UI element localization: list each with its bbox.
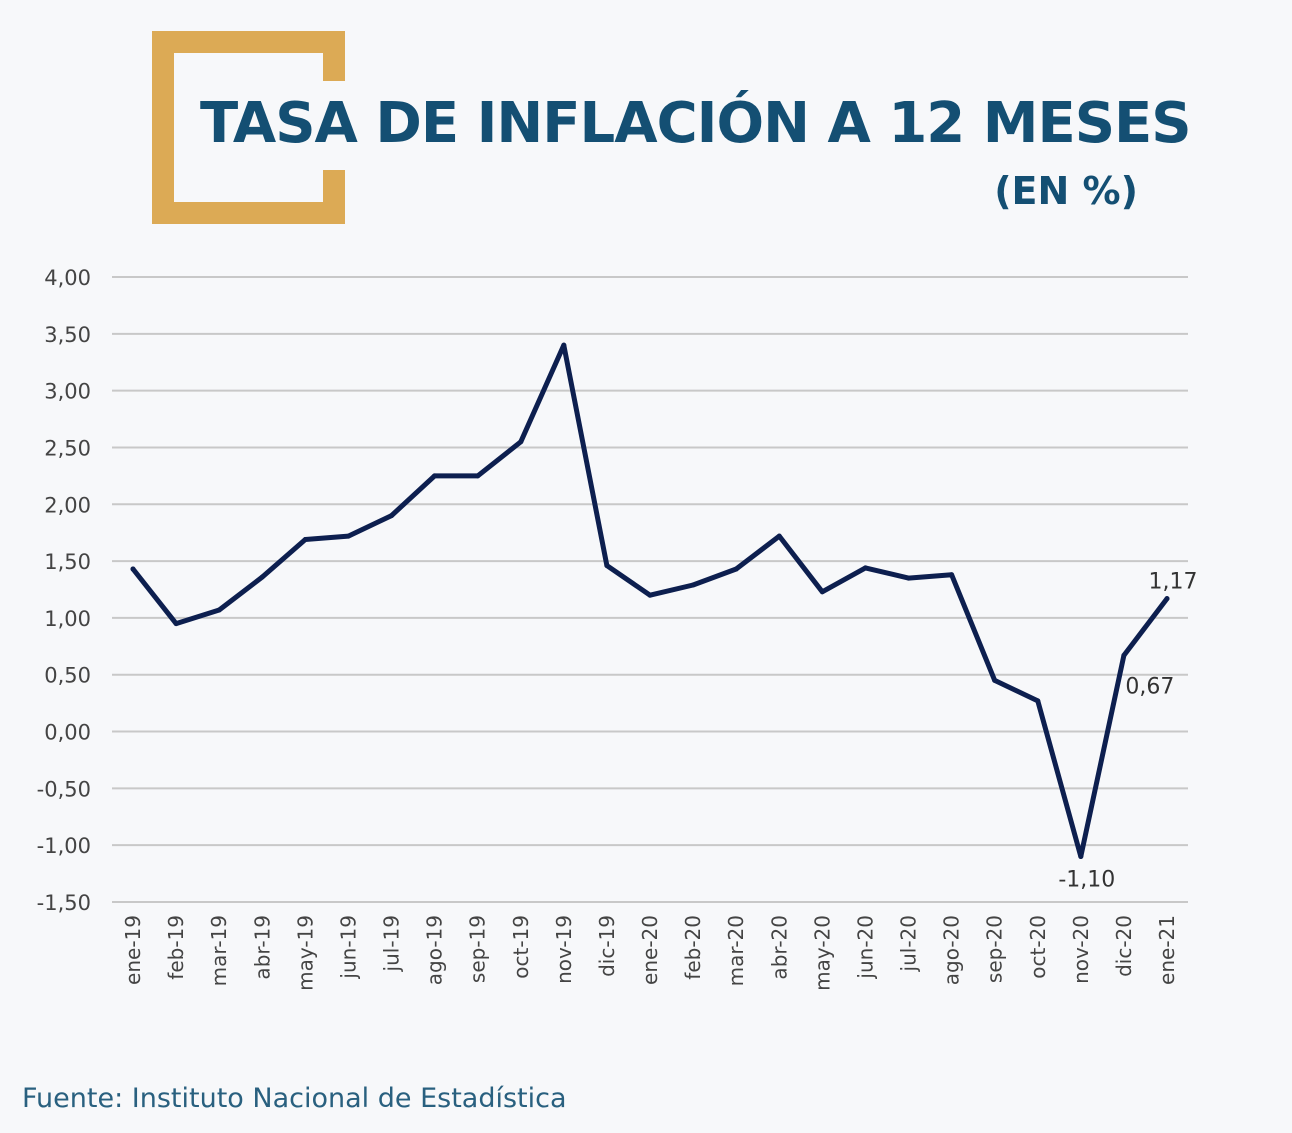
x-tick-label: jun-19	[336, 915, 360, 980]
data-point	[776, 533, 782, 539]
data-point	[992, 677, 998, 683]
page-subtitle: (EN %)	[994, 169, 1138, 213]
source-note: Fuente: Instituto Nacional de Estadístic…	[22, 1083, 567, 1114]
x-tick-label: may-19	[293, 915, 317, 991]
data-point	[389, 513, 394, 519]
x-tick-label: feb-19	[164, 915, 188, 980]
data-point	[862, 565, 868, 571]
x-tick-label: sep-19	[466, 915, 490, 983]
y-tick-label: -0,50	[37, 777, 91, 801]
data-point	[604, 563, 610, 569]
y-tick-label: 2,00	[44, 493, 91, 517]
x-axis-ticks: ene-19 feb-19 mar-19 abr-19 may-19 jun-19 jul-…	[121, 915, 1179, 991]
x-tick-label: ene-19	[121, 915, 145, 985]
x-tick-label: ago-19	[423, 915, 447, 985]
y-tick-label: 1,50	[44, 550, 91, 574]
x-tick-label: ene-21	[1155, 915, 1179, 985]
x-tick-label: sep-20	[983, 915, 1007, 983]
series-layer	[130, 342, 1170, 860]
data-point	[647, 592, 653, 598]
data-point	[475, 473, 481, 479]
x-tick-label: abr-20	[767, 915, 791, 980]
data-point	[561, 342, 567, 348]
x-tick-label: mar-19	[207, 915, 231, 986]
data-point	[690, 582, 696, 588]
x-tick-label: abr-19	[250, 915, 274, 980]
x-tick-label: nov-19	[552, 915, 576, 984]
y-tick-label: 0,00	[44, 721, 91, 745]
y-tick-label: 3,00	[44, 380, 91, 404]
data-label: -1,10	[1058, 868, 1115, 893]
data-point	[906, 575, 911, 581]
x-tick-label: may-20	[810, 915, 834, 991]
x-tick-label: oct-20	[1026, 915, 1050, 979]
x-tick-label: nov-20	[1069, 915, 1093, 984]
x-tick-label: jun-20	[853, 915, 877, 980]
data-point	[819, 589, 825, 595]
data-label: 0,67	[1125, 674, 1174, 699]
y-axis-ticks: 4,00 3,50 3,00 2,50 2,00 1,50 1,00 0,50 0,00 -0,5…	[37, 266, 91, 915]
data-point	[216, 607, 222, 613]
data-point	[173, 621, 179, 627]
data-point	[302, 537, 308, 542]
x-tick-label: jul-20	[897, 915, 921, 972]
data-point	[345, 533, 351, 539]
x-tick-label: mar-20	[724, 915, 748, 986]
x-tick-label: oct-19	[509, 915, 533, 979]
series-line	[130, 342, 1170, 859]
data-point	[1078, 854, 1084, 860]
y-tick-label: 2,50	[44, 436, 91, 460]
y-tick-label: -1,00	[37, 834, 91, 858]
x-tick-label: dic-19	[595, 915, 619, 977]
bracket-bottom	[152, 202, 345, 224]
data-point	[1035, 698, 1041, 704]
data-point	[518, 439, 524, 445]
y-tick-label: -1,50	[37, 891, 91, 915]
data-point	[733, 566, 739, 572]
data-point	[130, 566, 136, 572]
data-point	[259, 574, 265, 580]
x-tick-label: dic-20	[1112, 915, 1136, 977]
data-point	[949, 572, 955, 578]
line-chart: 4,00 3,50 3,00 2,50 2,00 1,50 1,00 0,50 0,00 -0,5…	[37, 266, 1198, 991]
data-point	[432, 473, 438, 479]
bracket-right-top	[323, 31, 345, 81]
x-tick-label: ago-20	[940, 915, 964, 985]
y-tick-label: 3,50	[44, 323, 91, 347]
title-bracket	[152, 31, 345, 224]
page-title: TASA DE INFLACIÓN A 12 MESES	[200, 91, 1192, 156]
y-tick-label: 0,50	[44, 664, 91, 688]
x-tick-label: feb-20	[681, 915, 705, 980]
data-point	[1164, 596, 1170, 602]
bracket-right-bottom	[323, 170, 345, 224]
x-tick-label: jul-19	[380, 915, 404, 972]
y-tick-label: 1,00	[44, 607, 91, 631]
data-point	[1121, 652, 1127, 658]
x-tick-label: ene-20	[638, 915, 662, 985]
bracket-left	[152, 31, 174, 224]
bracket-top	[152, 31, 345, 53]
annotations-layer: 1,17 0,67 -1,10	[1058, 570, 1197, 893]
data-label: 1,17	[1149, 570, 1198, 595]
grid-layer	[112, 276, 1188, 903]
y-tick-label: 4,00	[44, 266, 91, 290]
